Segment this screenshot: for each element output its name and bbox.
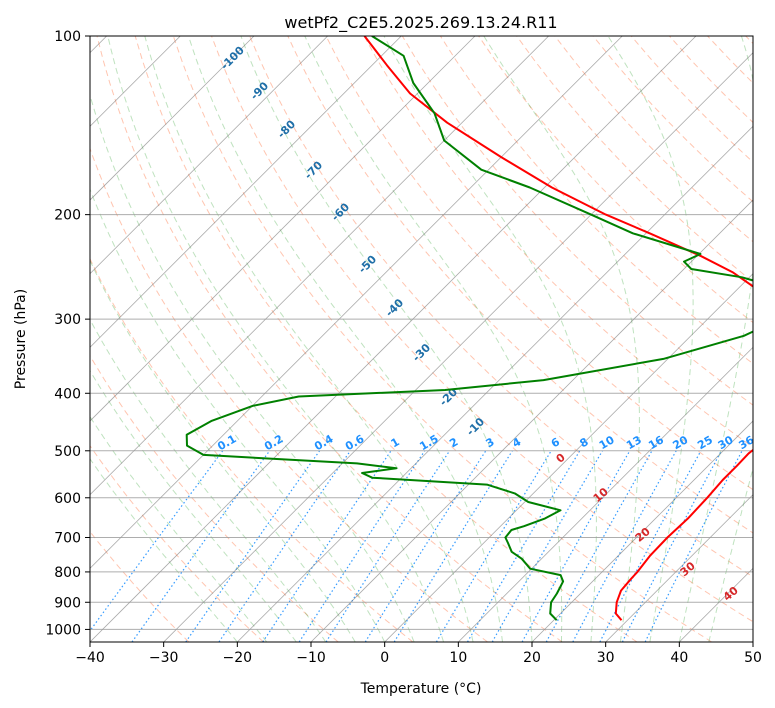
y-tick-label: 900 — [54, 595, 81, 611]
mixing-ratio-line — [131, 450, 271, 642]
x-axis: −40 −30 −20 −10 0 10 20 30 40 50 — [75, 642, 762, 666]
mixing-ratio-line — [262, 450, 392, 642]
dry-adiabat-line — [90, 257, 414, 642]
moist-adiabat-line — [90, 415, 268, 642]
y-tick-label: 100 — [54, 29, 81, 45]
y-axis: 100 200 300 400 500 600 700 800 900 1000 — [45, 29, 90, 638]
dry-adiabat-line — [96, 36, 563, 642]
isotherm-line — [90, 36, 402, 348]
isotherm-line — [90, 36, 476, 422]
x-tick-label: 20 — [523, 650, 541, 666]
moist-adiabat-line — [383, 36, 597, 642]
mixing-ratio-line — [521, 450, 631, 642]
moist-adiabat-line — [304, 36, 563, 642]
moist-adiabat-line — [607, 36, 694, 642]
moist-adiabat-line — [708, 466, 753, 642]
y-tick-label: 600 — [54, 491, 81, 507]
x-tick-label: −10 — [296, 650, 326, 666]
moist-adiabat-line — [144, 36, 474, 642]
mixing-ratio-line — [325, 450, 451, 642]
y-tick-label: 200 — [54, 208, 81, 224]
moist-adiabats — [90, 36, 753, 642]
dry-adiabat-line — [287, 36, 753, 534]
isotherm-line — [90, 36, 623, 569]
isotherm-line — [90, 36, 697, 642]
moist-adiabat-line — [678, 36, 753, 642]
isotherm-line — [310, 199, 753, 642]
y-axis-label: Pressure (hPa) — [13, 289, 29, 389]
mixing-ratio-line — [364, 450, 487, 642]
y-tick-label: 500 — [54, 444, 81, 460]
plot-frame — [89, 35, 754, 643]
mixing-ratio-line — [545, 450, 653, 642]
x-tick-label: −30 — [149, 650, 179, 666]
moist-adiabat-line — [483, 36, 640, 642]
mixing-ratio-line — [599, 450, 702, 642]
isotherm-line — [237, 125, 753, 642]
dry-adiabat-line — [325, 36, 753, 491]
x-tick-label: 30 — [597, 650, 615, 666]
temperature-profile-line — [363, 36, 753, 621]
moist-adiabat-line — [90, 457, 238, 642]
y-tick-label: 1000 — [45, 622, 81, 638]
moist-adiabat-line — [90, 93, 415, 642]
mixing-ratio-line — [218, 450, 351, 642]
dry-adiabat-line — [90, 354, 339, 642]
moist-adiabat-line — [240, 36, 533, 642]
mixing-ratio-line — [90, 450, 224, 632]
dry-adiabat-line — [249, 36, 753, 578]
isobars — [90, 36, 753, 630]
isotherm-line — [605, 494, 753, 642]
moist-adiabat-line — [107, 36, 445, 642]
y-tick-label: 300 — [54, 312, 81, 328]
mixing-ratio-line — [435, 450, 552, 642]
mixing-ratio-line — [298, 450, 426, 642]
isotherm-line — [531, 420, 753, 642]
isotherm-line — [90, 36, 255, 201]
isotherms — [90, 36, 753, 642]
x-tick-label: 50 — [744, 650, 762, 666]
isotherm-line — [458, 346, 753, 642]
x-tick-label: −20 — [223, 650, 253, 666]
mixing-ratio-line — [185, 450, 321, 642]
isotherm-line — [163, 52, 753, 642]
mixing-ratio-label: 36 — [736, 433, 756, 452]
y-tick-label: 400 — [54, 386, 81, 402]
mixing-ratio-line — [572, 450, 677, 642]
isotherm-line — [90, 36, 328, 275]
moist-adiabat-line — [188, 36, 503, 642]
x-tick-label: −40 — [75, 650, 105, 666]
y-tick-label: 800 — [54, 565, 81, 581]
plot-area: 0.1 0.2 0.4 0.6 1 1.5 2 3 4 6 8 10 13 16 20 25 30 36-100-… — [90, 36, 756, 642]
x-tick-label: 40 — [670, 650, 688, 666]
isotherm-line — [90, 36, 549, 496]
profiles — [185, 36, 753, 621]
dry-adiabat-line — [90, 444, 264, 642]
moist-adiabat-line — [90, 369, 297, 642]
dry-adiabat-line — [134, 36, 638, 642]
mixing-ratio-lines — [90, 450, 743, 642]
dewpoint-profile-line — [185, 36, 753, 621]
y-tick-label: 700 — [54, 531, 81, 547]
moist-adiabat-line — [90, 188, 386, 642]
x-axis-label: Temperature (°C) — [360, 681, 482, 697]
moist-adiabat-line — [90, 259, 356, 642]
x-tick-label: 10 — [449, 650, 467, 666]
moist-adiabat-line — [90, 318, 327, 642]
x-tick-label: 0 — [380, 650, 389, 666]
isotherm-line — [384, 273, 753, 642]
mixing-ratio-line — [644, 450, 743, 642]
chart-title: wetPf2_C2E5.2025.269.13.24.R11 — [284, 13, 557, 33]
dry-adiabat-line — [211, 36, 753, 623]
